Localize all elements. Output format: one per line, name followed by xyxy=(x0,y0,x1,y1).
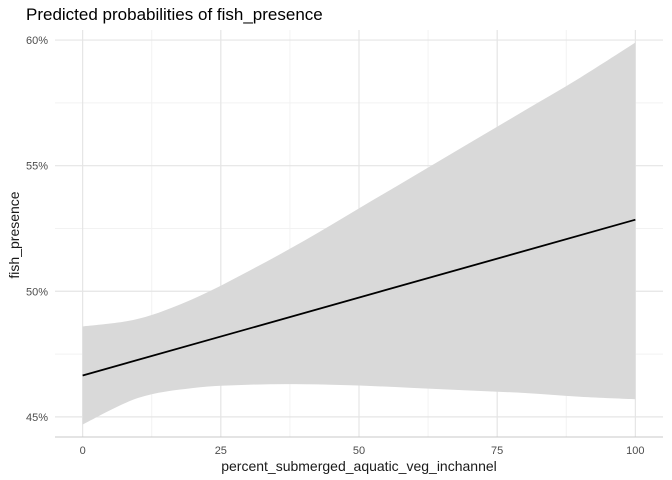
x-axis-ticks: 0 25 50 75 100 xyxy=(80,445,645,457)
predicted-line xyxy=(82,218,636,377)
y-tick-label: 50% xyxy=(26,286,48,298)
x-axis-title: percent_submerged_aquatic_veg_inchannel xyxy=(221,458,497,474)
confidence-band xyxy=(82,42,636,425)
y-tick-label: 45% xyxy=(26,412,48,424)
x-tick-label: 100 xyxy=(626,445,644,457)
y-tick-label: 55% xyxy=(26,161,48,173)
y-axis-title: fish_presence xyxy=(6,191,22,278)
x-tick-label: 0 xyxy=(80,445,86,457)
x-tick-label: 25 xyxy=(215,445,227,457)
y-axis-ticks: 45% 50% 55% 60% xyxy=(26,35,48,424)
chart-title: Predicted probabilities of fish_presence xyxy=(26,5,323,24)
x-tick-label: 50 xyxy=(353,445,365,457)
y-tick-label: 60% xyxy=(26,35,48,47)
x-tick-label: 75 xyxy=(491,445,503,457)
